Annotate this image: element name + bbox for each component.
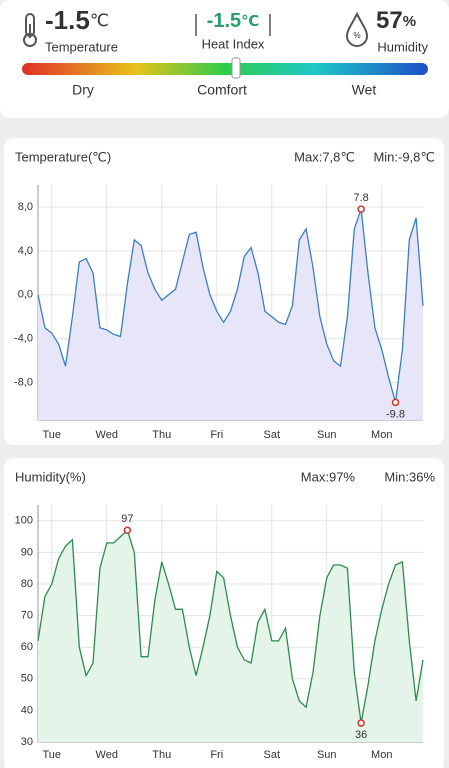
min-label: Min:-9,8℃ (373, 149, 435, 164)
heat-index-number: -1.5 (207, 10, 241, 32)
extreme-marker (357, 719, 365, 727)
x-tick-label: Thu (152, 749, 171, 761)
humidity-value: 57% (376, 7, 416, 34)
line (37, 208, 424, 403)
heat-index-value: -1.5℃ (207, 10, 260, 32)
extreme-label: 7.8 (353, 192, 368, 204)
humidity-icon: % (345, 11, 369, 47)
comfort-label: Wet (352, 82, 377, 98)
x-tick-label: Sat (263, 749, 280, 761)
x-tick-label: Fri (210, 749, 223, 761)
y-tick-label: 60 (21, 641, 33, 653)
x-tick-label: Tue (42, 749, 61, 761)
temperature-unit: ℃ (90, 11, 109, 30)
extreme-marker (391, 398, 400, 407)
x-tick-label: Wed (96, 749, 118, 761)
y-tick-label: 80 (21, 578, 33, 590)
header-card (0, 0, 449, 118)
temperature-label: Temperature (45, 39, 118, 54)
x-tick-label: Fri (210, 429, 223, 441)
extreme-marker (123, 526, 132, 535)
x-tick-label: Mon (371, 429, 392, 441)
min-label: Min:36% (384, 469, 435, 484)
y-tick-label: 4,0 (18, 245, 33, 257)
y-tick-label: 8,0 (18, 201, 33, 213)
temperature-number: -1.5 (45, 5, 90, 35)
y-tick-label: 50 (21, 673, 33, 685)
max-label: Max:97% (301, 469, 356, 484)
y-tick-label: 90 (21, 546, 33, 558)
heat-index-label: Heat Index (202, 36, 265, 51)
comfort-label: Comfort (197, 82, 247, 98)
heat-index-unit: ℃ (241, 13, 259, 30)
y-tick-label: 0,0 (18, 289, 33, 301)
x-tick-label: Sat (263, 429, 280, 441)
charts: Temperature(℃) Max:7,8℃ Min:-9,8℃ 8,0 4,0 0,0… (14, 149, 435, 760)
area (38, 530, 423, 742)
max-label: Max:7,8℃ (294, 149, 355, 164)
extreme-label: -9.8 (386, 408, 405, 420)
humidity-number: 57 (376, 7, 403, 34)
comfort-bar (22, 63, 428, 75)
humidity-label: Humidity (377, 39, 428, 54)
extreme-marker (357, 205, 365, 213)
extreme-label: 97 (121, 513, 133, 525)
humidity-unit: % (403, 13, 416, 30)
svg-text:%: % (353, 31, 360, 40)
extreme-label: 36 (355, 729, 367, 741)
y-tick-label: 70 (21, 610, 33, 622)
area (38, 209, 423, 420)
y-tick-label: 40 (21, 704, 33, 716)
y-tick-label: 100 (15, 515, 33, 527)
chart-title: Humidity(%) (15, 469, 86, 484)
x-tick-label: Wed (96, 429, 118, 441)
line (37, 529, 424, 724)
x-tick-label: Mon (371, 749, 392, 761)
x-tick-label: Tue (42, 429, 61, 441)
x-tick-label: Sun (317, 749, 337, 761)
chart-title: Temperature(℃) (15, 149, 111, 164)
thermometer-icon (23, 13, 37, 47)
y-tick-label: 30 (21, 736, 33, 748)
y-tick-label: -8,0 (14, 377, 33, 389)
temperature-value: -1.5℃ (45, 5, 109, 35)
y-tick-label: -4,0 (14, 333, 33, 345)
x-tick-label: Thu (152, 429, 171, 441)
comfort-slider (231, 57, 241, 79)
x-tick-label: Sun (317, 429, 337, 441)
comfort-label: Dry (72, 82, 94, 98)
